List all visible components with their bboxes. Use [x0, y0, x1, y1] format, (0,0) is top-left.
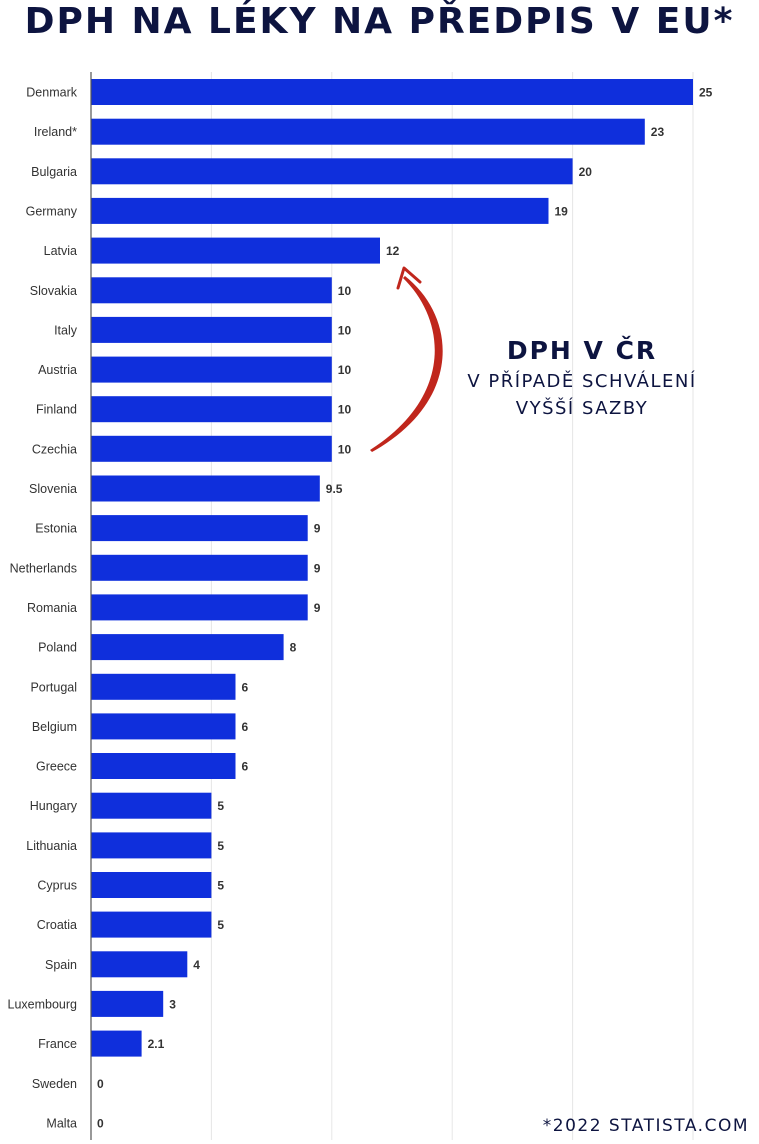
value-label: 23	[651, 125, 665, 139]
value-label: 0	[97, 1077, 104, 1091]
category-label: Hungary	[30, 799, 78, 813]
value-label: 10	[338, 323, 352, 337]
category-label: Finland	[36, 403, 77, 417]
bar	[91, 792, 212, 819]
bar	[91, 118, 645, 145]
category-label: Slovenia	[29, 482, 77, 496]
bar	[91, 356, 332, 383]
curved-arrow-icon	[370, 276, 443, 452]
value-label: 20	[579, 165, 593, 179]
value-label: 6	[242, 680, 249, 694]
labels: Denmark 25 Ireland* 23 Bulgaria 20 Germany 19 La…	[8, 86, 713, 1131]
category-label: Romania	[27, 601, 77, 615]
value-label: 10	[338, 442, 352, 456]
category-label: France	[38, 1037, 77, 1051]
source-footnote: *2022 STATISTA.COM	[542, 1116, 749, 1136]
category-label: Portugal	[30, 680, 77, 694]
category-label: Netherlands	[10, 561, 77, 575]
chart-title: DPH NA LÉKY NA PŘEDPIS V EU*	[24, 1, 735, 42]
value-label: 25	[699, 86, 713, 100]
value-label: 12	[386, 244, 400, 258]
bar	[91, 872, 212, 898]
category-label: Slovakia	[30, 284, 77, 298]
category-label: Estonia	[35, 522, 77, 536]
category-label: Austria	[38, 363, 77, 377]
value-label: 10	[338, 284, 352, 298]
bar	[91, 79, 693, 105]
category-label: Latvia	[44, 244, 77, 258]
bar	[91, 634, 284, 661]
category-label: Poland	[38, 641, 77, 655]
bar	[91, 316, 332, 343]
bar	[91, 713, 236, 740]
bar	[91, 673, 236, 700]
category-label: Croatia	[37, 918, 77, 932]
value-label: 10	[338, 363, 352, 377]
bar	[91, 951, 188, 978]
bar	[91, 237, 380, 264]
value-label: 4	[193, 958, 200, 972]
annotation-callout: DPH V ČR V PŘÍPADĚ SCHVÁLENÍ VYŠŠÍ SAZBY	[444, 334, 720, 422]
category-label: Sweden	[32, 1077, 77, 1091]
callout-line-2: VYŠŠÍ SAZBY	[515, 398, 649, 419]
category-label: Greece	[36, 760, 77, 774]
value-label: 5	[217, 839, 224, 853]
bar	[91, 158, 573, 185]
value-label: 9	[314, 601, 321, 615]
value-label: 9.5	[326, 482, 343, 496]
category-label: Ireland*	[34, 125, 77, 139]
arrow-head-icon	[396, 266, 422, 290]
category-label: Malta	[46, 1116, 77, 1130]
bar	[91, 277, 332, 304]
category-label: Luxembourg	[8, 997, 78, 1011]
bar	[91, 554, 308, 581]
bar	[91, 515, 308, 542]
bar	[91, 990, 164, 1017]
category-label: Czechia	[32, 442, 77, 456]
bar	[91, 475, 320, 502]
bar	[91, 911, 212, 938]
value-label: 3	[169, 997, 176, 1011]
value-label: 19	[555, 204, 569, 218]
value-label: 9	[314, 522, 321, 536]
category-label: Bulgaria	[31, 165, 77, 179]
value-label: 5	[217, 799, 224, 813]
category-label: Lithuania	[26, 839, 77, 853]
category-label: Belgium	[32, 720, 77, 734]
bar	[91, 197, 549, 224]
bar	[91, 435, 332, 462]
callout-title: DPH V ČR	[506, 336, 658, 365]
value-label: 2.1	[148, 1037, 165, 1051]
value-label: 5	[217, 918, 224, 932]
value-label: 6	[242, 720, 249, 734]
callout-line-1: V PŘÍPADĚ SCHVÁLENÍ	[467, 371, 697, 392]
bar	[91, 594, 308, 621]
category-label: Cyprus	[37, 879, 77, 893]
value-label: 10	[338, 403, 352, 417]
bar	[91, 1030, 142, 1057]
value-label: 8	[290, 641, 297, 655]
value-label: 0	[97, 1116, 104, 1130]
category-label: Spain	[45, 958, 77, 972]
bar	[91, 753, 236, 779]
bar	[91, 396, 332, 423]
category-label: Denmark	[26, 86, 77, 100]
category-label: Italy	[54, 323, 78, 337]
value-label: 5	[217, 879, 224, 893]
value-label: 9	[314, 561, 321, 575]
bar	[91, 832, 212, 859]
bars	[91, 79, 693, 1057]
category-label: Germany	[26, 204, 78, 218]
value-label: 6	[242, 760, 249, 774]
